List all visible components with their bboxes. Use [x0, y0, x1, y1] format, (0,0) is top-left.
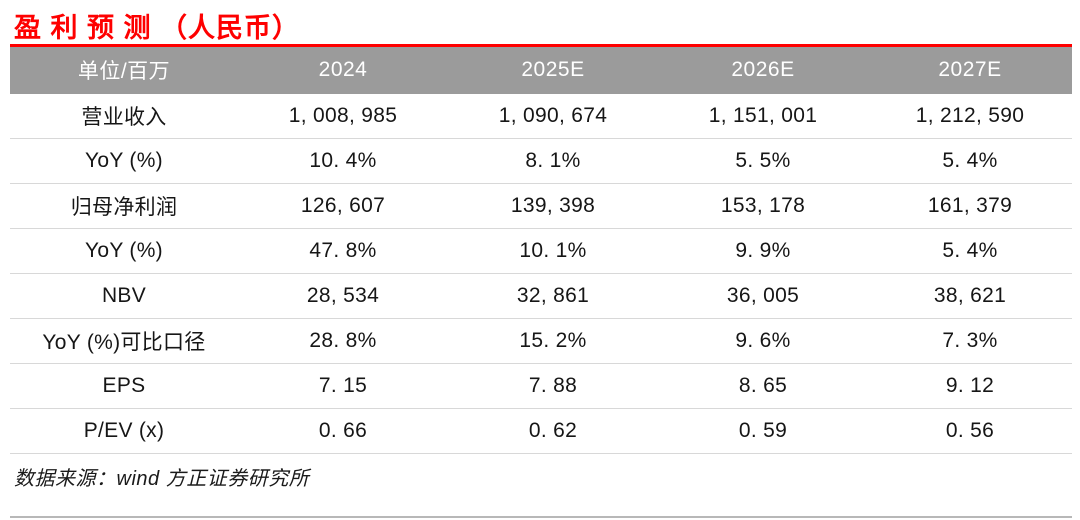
table-row: NBV 28, 534 32, 861 36, 005 38, 621 [10, 273, 1072, 319]
bottom-divider [10, 516, 1072, 518]
value-cell: 38, 621 [868, 273, 1072, 319]
value-cell: 1, 151, 001 [658, 93, 868, 139]
row-label-cell: P/EV (x) [10, 408, 238, 454]
header-cell-2024: 2024 [238, 45, 448, 94]
value-cell: 1, 090, 674 [448, 93, 658, 139]
row-label-cell: NBV [10, 273, 238, 319]
value-cell: 28, 534 [238, 273, 448, 319]
value-cell: 7. 15 [238, 363, 448, 409]
row-label-cell: 营业收入 [10, 93, 238, 139]
value-cell: 1, 008, 985 [238, 93, 448, 139]
table-row: EPS 7. 15 7. 88 8. 65 9. 12 [10, 363, 1072, 409]
value-cell: 9. 6% [658, 318, 868, 364]
value-cell: 8. 1% [448, 138, 658, 184]
value-cell: 139, 398 [448, 183, 658, 229]
table-header-row: 单位/百万 2024 2025E 2026E 2027E [10, 45, 1072, 94]
page-title: 盈 利 预 测 （人民币） [14, 13, 301, 43]
header-cell-2026e: 2026E [658, 45, 868, 94]
row-label-cell: YoY (%) [10, 228, 238, 274]
value-cell: 36, 005 [658, 273, 868, 319]
value-cell: 0. 59 [658, 408, 868, 454]
value-cell: 0. 56 [868, 408, 1072, 454]
table-row: YoY (%) 47. 8% 10. 1% 9. 9% 5. 4% [10, 228, 1072, 274]
value-cell: 161, 379 [868, 183, 1072, 229]
header-cell-2025e: 2025E [448, 45, 658, 94]
row-label-cell: YoY (%)可比口径 [10, 318, 238, 364]
value-cell: 9. 9% [658, 228, 868, 274]
header-cell-unit: 单位/百万 [10, 45, 238, 94]
value-cell: 126, 607 [238, 183, 448, 229]
table-row: P/EV (x) 0. 66 0. 62 0. 59 0. 56 [10, 408, 1072, 454]
value-cell: 7. 3% [868, 318, 1072, 364]
value-cell: 0. 62 [448, 408, 658, 454]
value-cell: 5. 5% [658, 138, 868, 184]
value-cell: 7. 88 [448, 363, 658, 409]
table-row: YoY (%)可比口径 28. 8% 15. 2% 9. 6% 7. 3% [10, 318, 1072, 364]
table-row: YoY (%) 10. 4% 8. 1% 5. 5% 5. 4% [10, 138, 1072, 184]
value-cell: 8. 65 [658, 363, 868, 409]
value-cell: 10. 1% [448, 228, 658, 274]
profit-forecast-table: 单位/百万 2024 2025E 2026E 2027E 营业收入 1, 008… [10, 44, 1072, 454]
row-label-cell: 归母净利润 [10, 183, 238, 229]
value-cell: 10. 4% [238, 138, 448, 184]
table-row: 营业收入 1, 008, 985 1, 090, 674 1, 151, 001… [10, 93, 1072, 139]
value-cell: 0. 66 [238, 408, 448, 454]
value-cell: 5. 4% [868, 138, 1072, 184]
value-cell: 32, 861 [448, 273, 658, 319]
row-label-cell: EPS [10, 363, 238, 409]
header-cell-2027e: 2027E [868, 45, 1072, 94]
row-label-cell: YoY (%) [10, 138, 238, 184]
value-cell: 1, 212, 590 [868, 93, 1072, 139]
value-cell: 28. 8% [238, 318, 448, 364]
table-row: 归母净利润 126, 607 139, 398 153, 178 161, 37… [10, 183, 1072, 229]
value-cell: 15. 2% [448, 318, 658, 364]
value-cell: 47. 8% [238, 228, 448, 274]
value-cell: 9. 12 [868, 363, 1072, 409]
value-cell: 5. 4% [868, 228, 1072, 274]
data-source-note: 数据来源：wind 方正证券研究所 [14, 468, 310, 490]
value-cell: 153, 178 [658, 183, 868, 229]
